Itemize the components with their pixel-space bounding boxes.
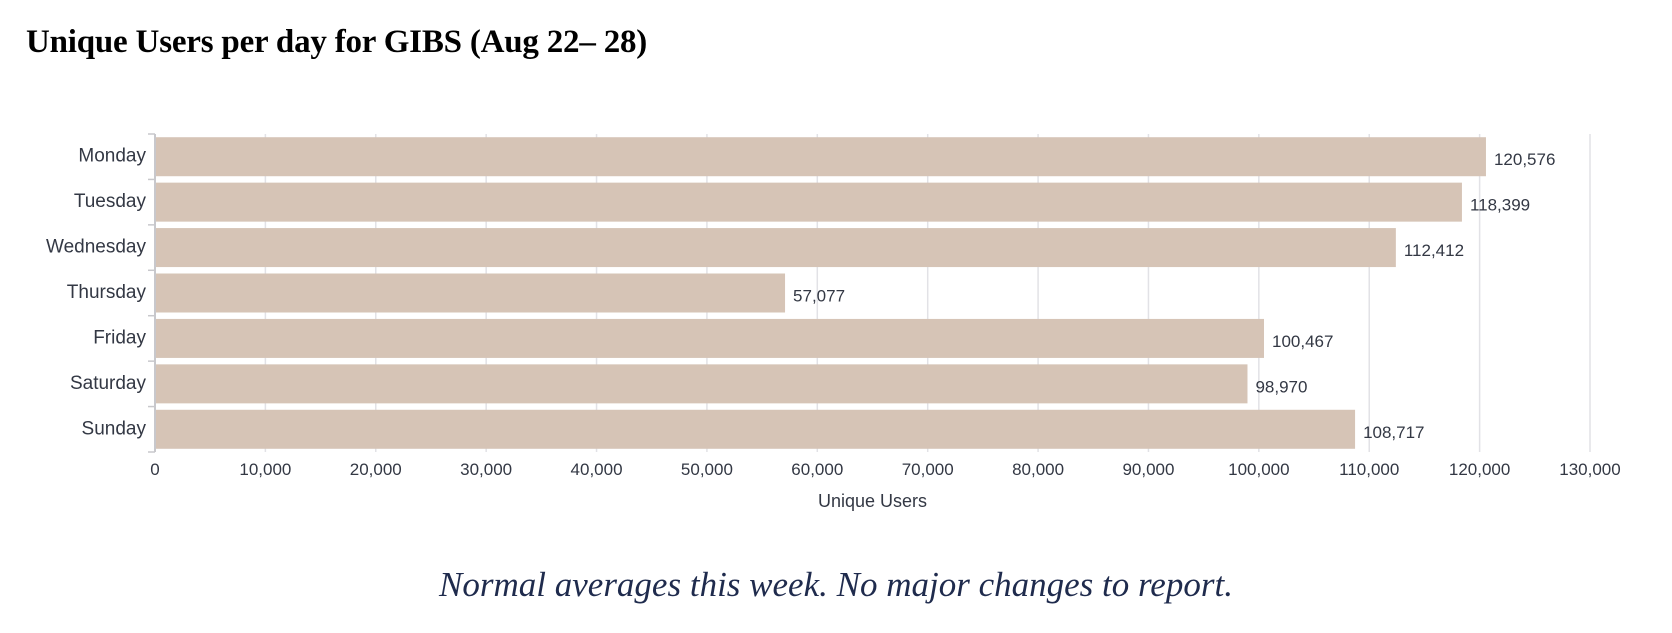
x-tick-label: 40,000	[571, 460, 623, 479]
x-tick-label: 50,000	[681, 460, 733, 479]
category-label: Sunday	[82, 418, 147, 439]
x-tick-label: 70,000	[902, 460, 954, 479]
summary-note: Normal averages this week. No major chan…	[439, 565, 1233, 604]
x-tick-label: 10,000	[239, 460, 291, 479]
bar-wednesday	[156, 228, 1396, 268]
x-tick-label: 80,000	[1012, 460, 1064, 479]
data-label: 112,412	[1404, 241, 1464, 260]
data-label: 100,467	[1272, 332, 1333, 351]
data-label: 98,970	[1255, 377, 1307, 396]
data-label: 108,717	[1363, 423, 1424, 442]
x-tick-label: 30,000	[460, 460, 512, 479]
data-label: 57,077	[793, 286, 845, 305]
bar-saturday	[156, 364, 1248, 404]
page-title: Unique Users per day for GIBS (Aug 22– 2…	[26, 24, 648, 60]
x-tick-label: 130,000	[1559, 460, 1620, 479]
data-label: 118,399	[1470, 196, 1530, 215]
category-label: Wednesday	[46, 237, 146, 258]
bar-monday	[156, 137, 1486, 177]
category-label: Friday	[93, 327, 146, 348]
bar-friday	[156, 318, 1265, 358]
data-label: 120,576	[1494, 150, 1555, 169]
category-label: Tuesday	[74, 191, 147, 212]
bar-sunday	[156, 409, 1356, 449]
x-tick-label: 60,000	[791, 460, 843, 479]
x-tick-label: 20,000	[350, 460, 402, 479]
category-label: Monday	[78, 146, 146, 167]
category-label: Thursday	[67, 282, 147, 303]
category-label: Saturday	[70, 373, 147, 394]
x-tick-label: 100,000	[1228, 460, 1289, 479]
x-tick-label: 90,000	[1122, 460, 1174, 479]
x-tick-label: 0	[150, 460, 159, 479]
bar-tuesday	[156, 182, 1462, 222]
x-tick-label: 110,000	[1339, 460, 1399, 479]
x-tick-label: 120,000	[1449, 460, 1510, 479]
bar-thursday	[156, 273, 786, 313]
x-axis-title: Unique Users	[818, 491, 927, 511]
